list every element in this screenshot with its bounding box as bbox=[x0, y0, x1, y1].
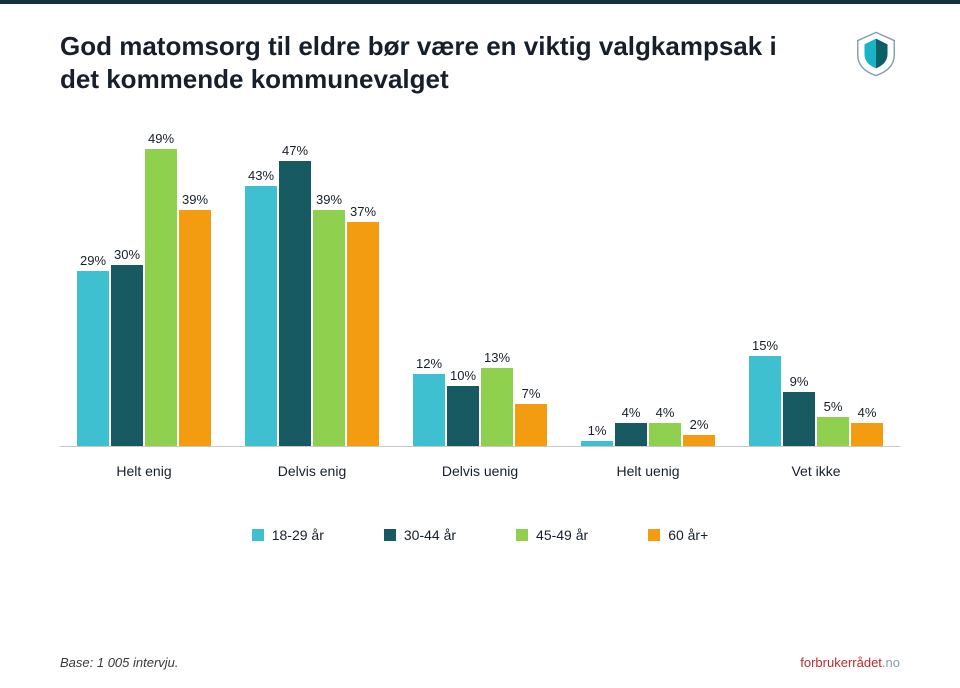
bar-value-label: 10% bbox=[450, 368, 476, 383]
logo-left bbox=[864, 39, 876, 69]
legend-label: 60 år+ bbox=[668, 527, 708, 543]
base-text: Base: 1 005 intervju. bbox=[60, 655, 179, 670]
chart-plot: 29%30%49%39%43%47%39%37%12%10%13%7%1%4%4… bbox=[60, 143, 900, 503]
bar-value-label: 39% bbox=[182, 192, 208, 207]
brand-logo-icon bbox=[852, 30, 900, 78]
chart-group: 1%4%4%2% bbox=[581, 423, 715, 447]
category-label: Helt uenig bbox=[564, 463, 732, 479]
legend-swatch bbox=[516, 529, 528, 541]
chart-category-labels: Helt enigDelvis enigDelvis uenigHelt uen… bbox=[60, 463, 900, 479]
legend-item: 18-29 år bbox=[252, 527, 324, 543]
chart-bar: 37% bbox=[347, 222, 379, 447]
legend-item: 30-44 år bbox=[384, 527, 456, 543]
category-label: Helt enig bbox=[60, 463, 228, 479]
category-label: Delvis enig bbox=[228, 463, 396, 479]
chart-bar-cluster: 1%4%4%2% bbox=[581, 423, 715, 447]
chart-groups: 29%30%49%39%43%47%39%37%12%10%13%7%1%4%4… bbox=[60, 143, 900, 447]
chart-bar: 4% bbox=[615, 423, 647, 447]
category-label: Vet ikke bbox=[732, 463, 900, 479]
chart-legend: 18-29 år 30-44 år 45-49 år 60 år+ bbox=[60, 527, 900, 543]
chart-bar: 30% bbox=[111, 265, 143, 447]
bar-value-label: 4% bbox=[622, 405, 641, 420]
chart-bar: 39% bbox=[313, 210, 345, 447]
footer: Base: 1 005 intervju. forbrukerrådet.no bbox=[60, 655, 900, 670]
chart-bar: 39% bbox=[179, 210, 211, 447]
chart-bar: 4% bbox=[649, 423, 681, 447]
legend-swatch bbox=[252, 529, 264, 541]
brand-suffix: .no bbox=[882, 655, 900, 670]
chart: 29%30%49%39%43%47%39%37%12%10%13%7%1%4%4… bbox=[60, 143, 900, 503]
chart-bar-cluster: 12%10%13%7% bbox=[413, 368, 547, 447]
bar-value-label: 43% bbox=[248, 168, 274, 183]
legend-swatch bbox=[384, 529, 396, 541]
brand-name: forbrukerrådet bbox=[800, 655, 882, 670]
chart-bar-cluster: 15%9%5%4% bbox=[749, 356, 883, 447]
legend-item: 45-49 år bbox=[516, 527, 588, 543]
title-row: God matomsorg til eldre bør være en vikt… bbox=[60, 30, 900, 95]
chart-bar: 10% bbox=[447, 386, 479, 447]
bar-value-label: 4% bbox=[656, 405, 675, 420]
legend-label: 30-44 år bbox=[404, 527, 456, 543]
chart-bar: 9% bbox=[783, 392, 815, 447]
chart-bar-cluster: 29%30%49%39% bbox=[77, 149, 211, 447]
logo-right bbox=[876, 39, 888, 69]
chart-bar: 7% bbox=[515, 404, 547, 447]
legend-item: 60 år+ bbox=[648, 527, 708, 543]
chart-bar-cluster: 43%47%39%37% bbox=[245, 161, 379, 447]
chart-group: 43%47%39%37% bbox=[245, 161, 379, 447]
page-title: God matomsorg til eldre bør være en vikt… bbox=[60, 30, 820, 95]
legend-label: 45-49 år bbox=[536, 527, 588, 543]
chart-bar: 29% bbox=[77, 271, 109, 447]
chart-bar: 4% bbox=[851, 423, 883, 447]
bar-value-label: 5% bbox=[824, 399, 843, 414]
bar-value-label: 39% bbox=[316, 192, 342, 207]
bar-value-label: 29% bbox=[80, 253, 106, 268]
legend-label: 18-29 år bbox=[272, 527, 324, 543]
chart-bar: 49% bbox=[145, 149, 177, 447]
legend-swatch bbox=[648, 529, 660, 541]
category-label: Delvis uenig bbox=[396, 463, 564, 479]
chart-baseline bbox=[60, 446, 900, 447]
bar-value-label: 2% bbox=[690, 417, 709, 432]
chart-bar: 13% bbox=[481, 368, 513, 447]
bar-value-label: 13% bbox=[484, 350, 510, 365]
bar-value-label: 1% bbox=[588, 423, 607, 438]
chart-bar: 43% bbox=[245, 186, 277, 447]
slide-page: God matomsorg til eldre bør være en vikt… bbox=[0, 4, 960, 688]
chart-bar: 12% bbox=[413, 374, 445, 447]
bar-value-label: 4% bbox=[858, 405, 877, 420]
chart-bar: 47% bbox=[279, 161, 311, 447]
chart-group: 29%30%49%39% bbox=[77, 149, 211, 447]
chart-bar: 15% bbox=[749, 356, 781, 447]
bar-value-label: 7% bbox=[522, 386, 541, 401]
chart-group: 15%9%5%4% bbox=[749, 356, 883, 447]
brand-text: forbrukerrådet.no bbox=[800, 655, 900, 670]
chart-bar: 5% bbox=[817, 417, 849, 447]
bar-value-label: 37% bbox=[350, 204, 376, 219]
bar-value-label: 12% bbox=[416, 356, 442, 371]
bar-value-label: 49% bbox=[148, 131, 174, 146]
bar-value-label: 9% bbox=[790, 374, 809, 389]
bar-value-label: 30% bbox=[114, 247, 140, 262]
bar-value-label: 15% bbox=[752, 338, 778, 353]
chart-group: 12%10%13%7% bbox=[413, 368, 547, 447]
bar-value-label: 47% bbox=[282, 143, 308, 158]
